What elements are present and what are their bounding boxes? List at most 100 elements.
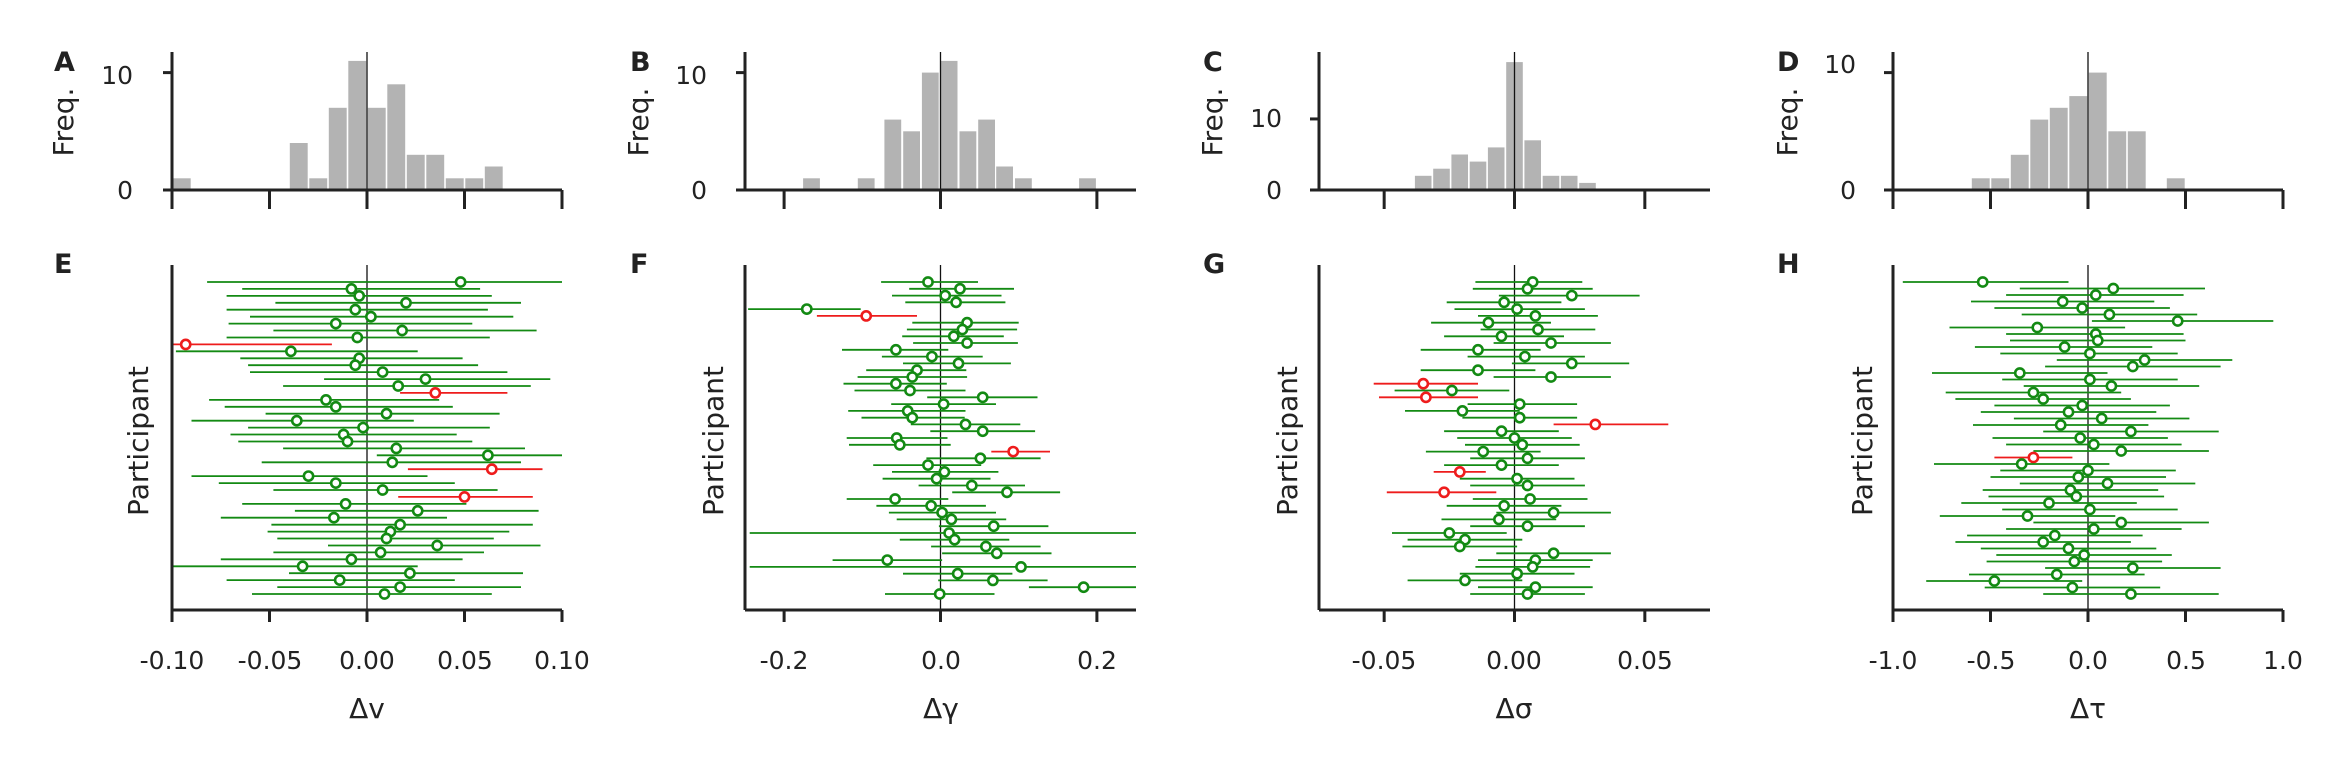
scatter-e-point-25: [481, 449, 494, 462]
hist-a-bar-11: [484, 166, 503, 190]
scatter-e-point-44: [394, 581, 406, 593]
scatter-f-point-31: [1001, 486, 1013, 499]
scatter-e-point-35: [394, 518, 406, 531]
scatter-g-point-39: [1453, 540, 1466, 553]
scatter-e-point-4: [349, 303, 362, 316]
scatter-g-point-34: [1547, 506, 1560, 519]
hist-b-bar-10: [1079, 178, 1096, 190]
xtick-h-4: 1.0: [2263, 646, 2303, 675]
scatter-g-point-40: [1547, 547, 1560, 560]
scatter-e-point-1: [345, 282, 358, 295]
hist-a-bar-0: [172, 178, 191, 190]
scatter-g-point-27: [1495, 459, 1508, 471]
scatter-e-point-7: [396, 324, 408, 337]
hist-c-ylabel: Freq.: [1196, 88, 1229, 157]
scatter-f-point-27: [922, 459, 934, 471]
xtick-g-1: 0.00: [1486, 646, 1542, 675]
scatter-e-point-30: [376, 484, 389, 496]
scatter-f-point-38: [948, 533, 961, 546]
xlabel-f: Δγ: [923, 692, 959, 725]
hist-b-bar-5: [940, 60, 958, 191]
scatter-f-point-42: [1015, 561, 1027, 573]
scatter-g-point-16: [1446, 384, 1458, 397]
hist-d-bar-6: [2088, 72, 2107, 190]
hist-b-ytick-0: 0: [691, 176, 707, 205]
scatter-h-point-10: [2058, 341, 2071, 353]
scatter-h-point-9: [2091, 334, 2104, 347]
scatter-h-ylabel: Participant: [1846, 366, 1879, 516]
scatter-g-point-4: [1511, 303, 1523, 315]
panel-letter-d: D: [1777, 47, 1799, 78]
scatter-e-point-0: [454, 276, 467, 288]
scatter-f-point-8: [947, 330, 960, 343]
hist-a-bar-7: [406, 154, 425, 190]
scatter-g-point-17: [1420, 391, 1432, 404]
scatter-h-point-15: [2083, 373, 2096, 386]
hist-d-bar-1: [1991, 178, 2010, 190]
scatter-f-point-18: [937, 398, 950, 410]
scatter-f-point-11: [926, 350, 938, 363]
panel-letter-b: B: [630, 47, 651, 78]
scatter-h-point-42: [2078, 549, 2090, 561]
scatter-e-point-26: [386, 456, 399, 469]
hist-a-bar-5: [367, 107, 386, 190]
scatter-f-point-16: [904, 384, 916, 397]
xtick-f-2: 0.2: [1077, 646, 1117, 675]
scatter-e-point-43: [333, 574, 346, 586]
scatter-e-point-13: [376, 366, 389, 378]
scatter-e-point-8: [351, 331, 364, 344]
scatter-h-point-12: [2138, 354, 2151, 366]
scatter-h-point-11: [2083, 347, 2096, 360]
scatter-h-point-28: [2015, 458, 2028, 470]
scatter-f-point-41: [881, 554, 894, 566]
scatter-f-point-7: [956, 323, 969, 336]
scatter-e-point-21: [357, 421, 369, 434]
scatter-g-point-26: [1521, 452, 1534, 465]
scatter-g-point-30: [1521, 479, 1534, 492]
xtick-e-4: 0.10: [534, 646, 590, 675]
hist-b-bar-8: [996, 166, 1013, 190]
hist-d-ytick-10: 10: [1824, 50, 1856, 79]
scatter-h-point-39: [2048, 529, 2061, 542]
scatter-h-point-18: [2037, 393, 2050, 405]
scatter-g-point-21: [1589, 418, 1602, 431]
scatter-f-point-17: [976, 391, 989, 404]
hist-c-ytick-10: 10: [1250, 104, 1282, 133]
hist-c-bar-3: [1469, 161, 1487, 190]
scatter-g-point-18: [1513, 398, 1526, 410]
scatter-f-point-40: [990, 547, 1003, 560]
hist-d-bar-5: [2069, 96, 2088, 190]
scatter-f-point-1: [954, 282, 966, 295]
hist-c-bar-9: [1579, 182, 1596, 190]
scatter-g-point-19: [1456, 404, 1469, 417]
scatter-f-point-26: [974, 452, 987, 465]
scatter-e-point-23: [341, 435, 354, 448]
scatter-e-point-14: [419, 373, 432, 385]
scatter-e-point-3: [400, 296, 412, 309]
panel-letter-e: E: [54, 249, 72, 280]
hist-a-ytick-10: 10: [101, 61, 133, 90]
scatter-e-point-45: [378, 588, 391, 600]
scatter-g-point-24: [1516, 438, 1529, 451]
xtick-h-2: 0.0: [2068, 646, 2108, 675]
scatter-g-point-2: [1565, 289, 1578, 302]
scatter-e-point-5: [364, 310, 377, 323]
scatter-g-point-22: [1495, 425, 1508, 438]
scatter-e-point-29: [329, 477, 342, 489]
hist-c-bar-2: [1451, 154, 1468, 190]
hist-a-bar-1: [289, 143, 308, 190]
scatter-e-ylabel: Participant: [122, 366, 155, 516]
scatter-h-point-34: [2043, 497, 2055, 509]
hist-d-bar-3: [2030, 119, 2049, 190]
scatter-h-point-40: [2037, 536, 2050, 548]
hist-c-ytick-0: 0: [1266, 176, 1282, 205]
scatter-g-point-13: [1472, 364, 1484, 377]
scatter-g-point-14: [1545, 371, 1557, 383]
scatter-g-point-42: [1526, 561, 1539, 573]
hist-a-bar-4: [348, 60, 367, 191]
scatter-f-point-33: [925, 499, 937, 512]
scatter-h-point-45: [2050, 568, 2063, 581]
hist-c-bar-1: [1433, 168, 1450, 190]
hist-c-bar-6: [1524, 140, 1541, 190]
